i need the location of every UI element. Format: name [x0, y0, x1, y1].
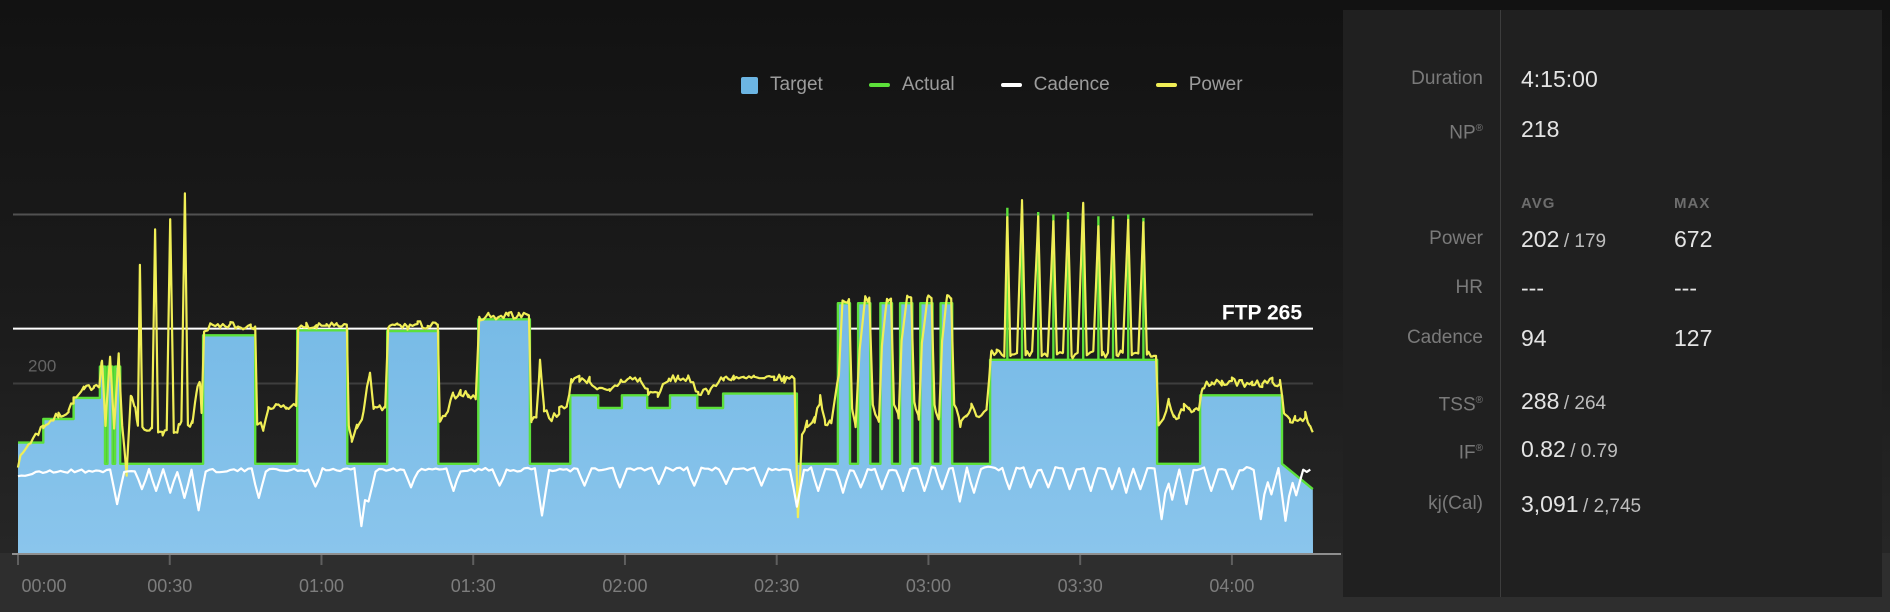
stat-row-kj: kj(Cal) 3,091 / 2,745	[1343, 490, 1882, 518]
target-swatch-icon	[741, 76, 758, 94]
stat-label: Duration	[1411, 68, 1483, 89]
x-tick-label: 03:00	[906, 576, 951, 596]
actual-swatch-icon	[868, 83, 890, 87]
chart-legend: Target Actual Cadence Power	[741, 71, 1243, 99]
x-tick-label: 00:30	[147, 576, 192, 596]
x-tick-label: 02:30	[754, 576, 799, 596]
y-axis-200-label: 200	[28, 357, 56, 376]
workout-chart[interactable]: 200 FTP 265 00:00 00:30 01:00 01:30 02:00 02:30…	[0, 0, 1343, 612]
x-tick-label: 03:30	[1058, 576, 1103, 596]
stat-label: Cadence	[1406, 327, 1483, 348]
x-tick-label: 04:00	[1209, 576, 1254, 596]
stat-row-np: NP® 218	[1343, 115, 1882, 143]
stat-row-if: IF® 0.82 / 0.79	[1343, 435, 1882, 463]
stat-row-power: Power 202 / 179 672	[1343, 225, 1882, 253]
x-tick-label: 00:00	[21, 576, 66, 596]
legend-label: Target	[770, 74, 823, 95]
stat-label: Power	[1429, 228, 1483, 249]
panel-divider	[1500, 10, 1501, 597]
cadence-swatch-icon	[1000, 83, 1022, 87]
stat-value: 4:15:00	[1521, 66, 1598, 92]
avg-column-header: AVG	[1521, 195, 1556, 212]
legend-item-target[interactable]: Target	[741, 74, 823, 96]
legend-item-cadence[interactable]: Cadence	[1000, 74, 1110, 96]
stat-row-header: AVG MAX	[1343, 190, 1882, 218]
summary-stats-panel: Duration 4:15:00 NP® 218 AVG MAX Power 2…	[1343, 10, 1882, 597]
stat-row-cadence: Cadence 94 127	[1343, 324, 1882, 352]
stat-label: IF®	[1458, 442, 1483, 464]
x-tick-label: 01:30	[451, 576, 496, 596]
stat-label: HR	[1455, 277, 1483, 298]
stat-value: 218	[1521, 116, 1560, 142]
stat-label: NP®	[1449, 122, 1483, 144]
stat-row-hr: HR --- ---	[1343, 274, 1882, 302]
legend-item-power[interactable]: Power	[1155, 74, 1243, 96]
ftp-label: FTP 265	[1222, 302, 1302, 325]
x-tick-label: 01:00	[299, 576, 344, 596]
stat-row-duration: Duration 4:15:00	[1343, 65, 1882, 93]
stat-label: kj(Cal)	[1428, 493, 1483, 514]
legend-item-actual[interactable]: Actual	[868, 74, 955, 96]
stat-row-tss: TSS® 288 / 264	[1343, 387, 1882, 415]
legend-label: Actual	[901, 74, 955, 95]
power-swatch-icon	[1155, 83, 1177, 87]
x-tick-label: 02:00	[602, 576, 647, 596]
stat-label: TSS®	[1438, 394, 1483, 416]
legend-label: Cadence	[1033, 74, 1110, 95]
legend-label: Power	[1188, 74, 1243, 95]
max-column-header: MAX	[1674, 195, 1711, 212]
